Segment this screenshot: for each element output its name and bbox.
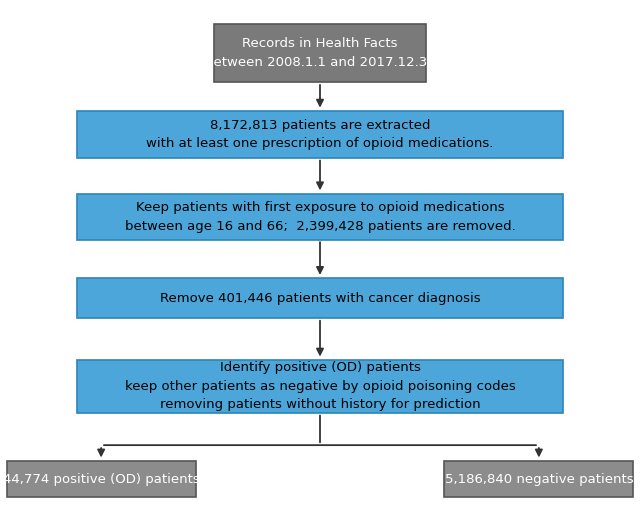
FancyBboxPatch shape <box>77 360 563 413</box>
Text: 8,172,813 patients are extracted
with at least one prescription of opioid medica: 8,172,813 patients are extracted with at… <box>147 119 493 150</box>
FancyBboxPatch shape <box>77 111 563 158</box>
Text: Keep patients with first exposure to opioid medications
between age 16 and 66;  : Keep patients with first exposure to opi… <box>125 201 515 233</box>
FancyBboxPatch shape <box>77 278 563 318</box>
FancyBboxPatch shape <box>445 461 634 497</box>
Text: Identify positive (OD) patients
keep other patients as negative by opioid poison: Identify positive (OD) patients keep oth… <box>125 361 515 411</box>
Text: Records in Health Facts
between 2008.1.1 and 2017.12.31: Records in Health Facts between 2008.1.1… <box>205 38 435 69</box>
FancyBboxPatch shape <box>7 461 196 497</box>
FancyBboxPatch shape <box>77 194 563 240</box>
FancyBboxPatch shape <box>214 24 426 82</box>
Text: Remove 401,446 patients with cancer diagnosis: Remove 401,446 patients with cancer diag… <box>160 292 480 305</box>
Text: 44,774 positive (OD) patients: 44,774 positive (OD) patients <box>3 473 200 486</box>
Text: 5,186,840 negative patients: 5,186,840 negative patients <box>445 473 633 486</box>
